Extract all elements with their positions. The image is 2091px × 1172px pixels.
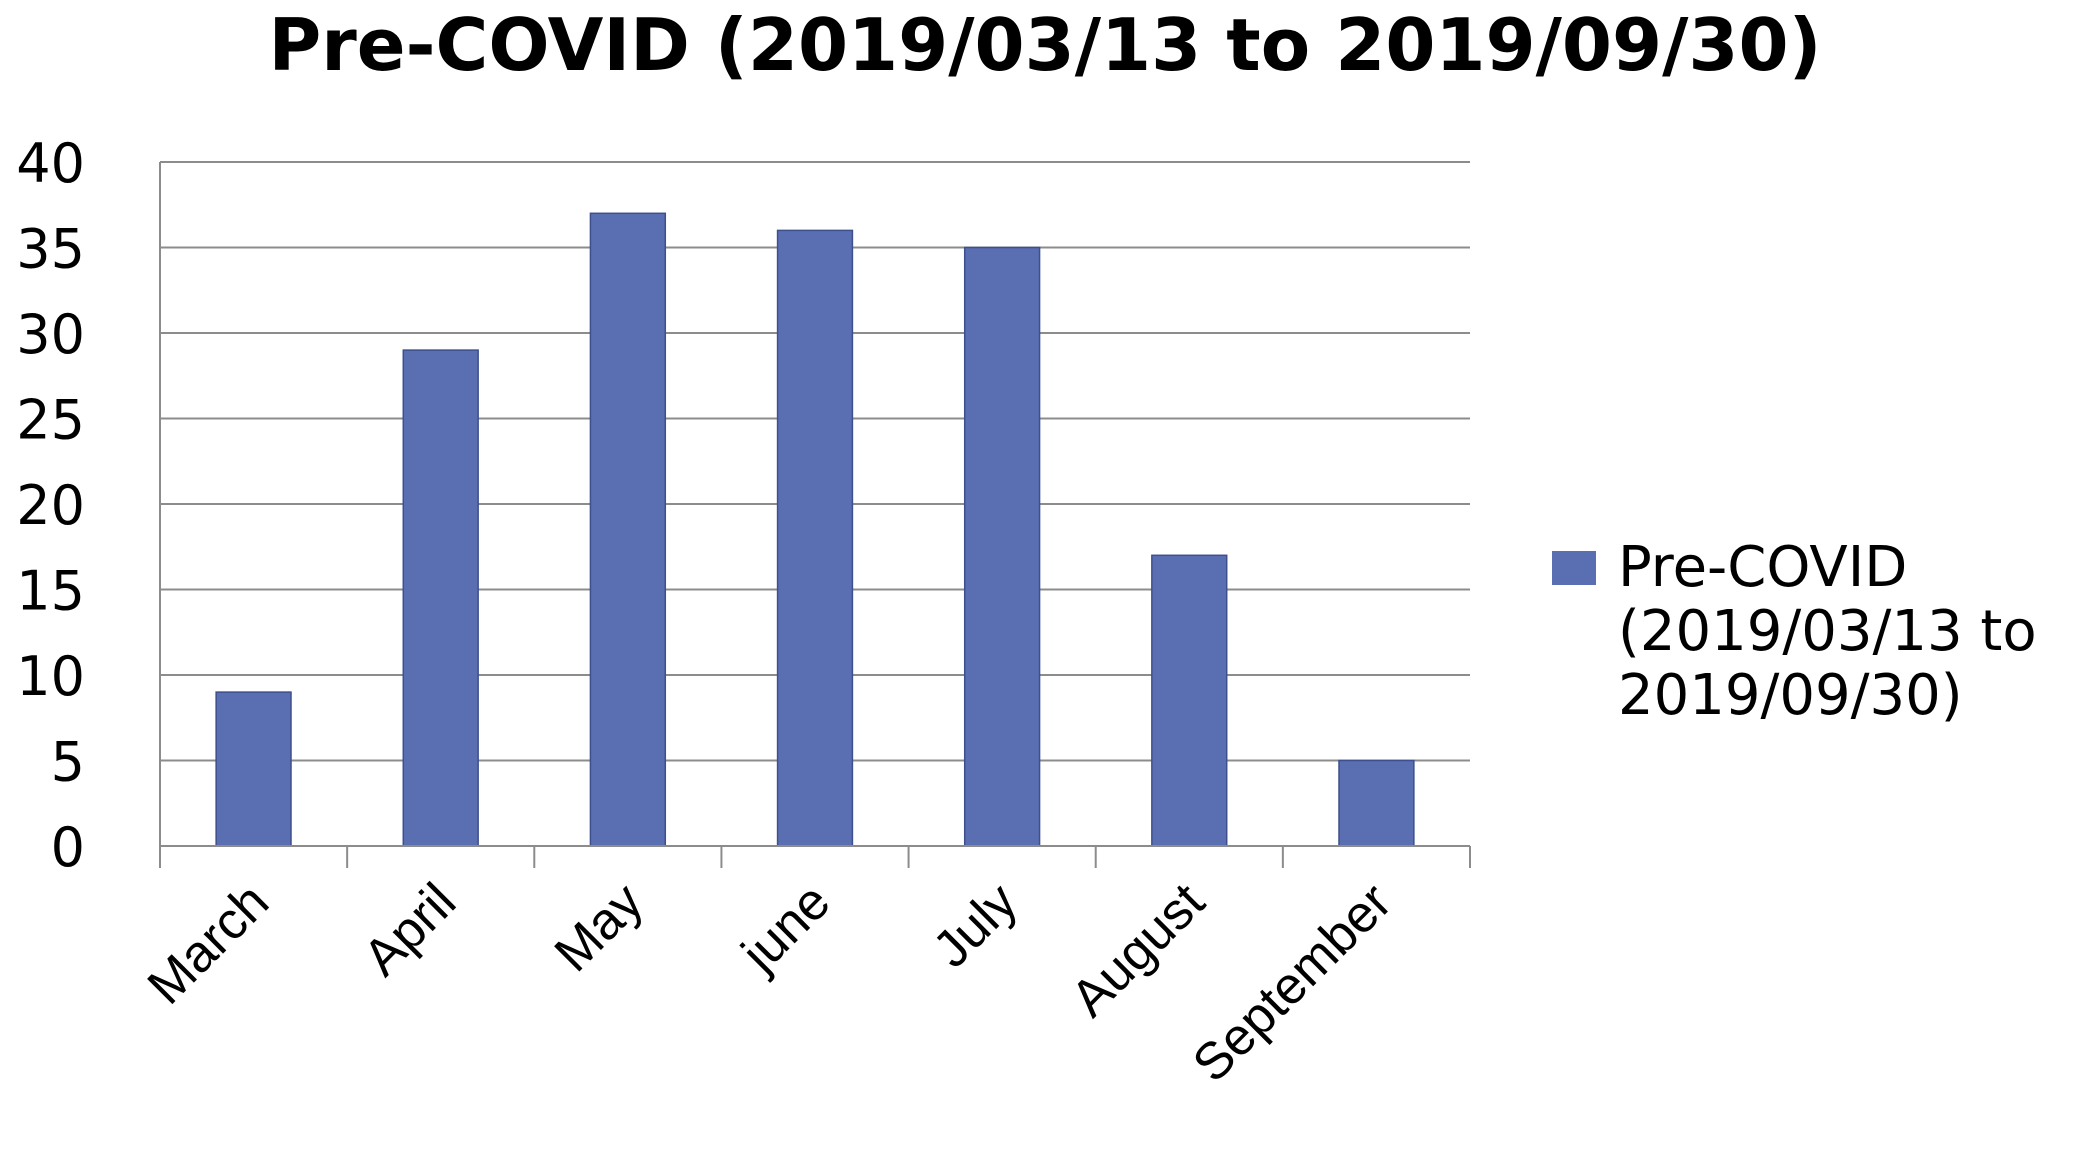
legend: Pre-COVID (2019/03/13 to 2019/09/30) [1552,535,2037,728]
y-tick-label: 40 [16,132,85,195]
legend-swatch [1552,551,1596,585]
legend-entry: Pre-COVID (2019/03/13 to 2019/09/30) [1618,535,2037,728]
x-tick-label: April [353,872,468,987]
bars [215,212,1415,847]
y-tick-label: 30 [16,303,85,366]
chart-title: Pre-COVID (2019/03/13 to 2019/09/30) [268,3,1821,87]
bar-may [589,212,667,847]
x-tick-label: March [137,872,280,1015]
bar-september [1338,759,1415,847]
y-tick-label: 0 [51,816,85,879]
y-axis-tick-labels: 0 5 10 15 20 25 30 35 40 [16,132,85,879]
x-tick-label: june [730,872,842,984]
x-axis [159,845,1471,868]
y-tick-label: 20 [16,474,85,537]
y-tick-label: 5 [51,731,85,794]
x-tick-label: July [922,872,1028,978]
bar-july [963,246,1041,847]
y-tick-label: 15 [16,560,85,623]
y-tick-label: 35 [16,218,85,281]
x-tick-label: May [544,872,654,982]
x-tick-label: August [1060,872,1216,1028]
bar-august [1151,554,1228,847]
bar-june [776,229,854,847]
bar-april [402,349,479,847]
y-tick-label: 10 [16,645,85,708]
x-tick-label: September [1182,872,1403,1093]
bar-march [215,691,292,847]
y-tick-label: 25 [16,389,85,452]
